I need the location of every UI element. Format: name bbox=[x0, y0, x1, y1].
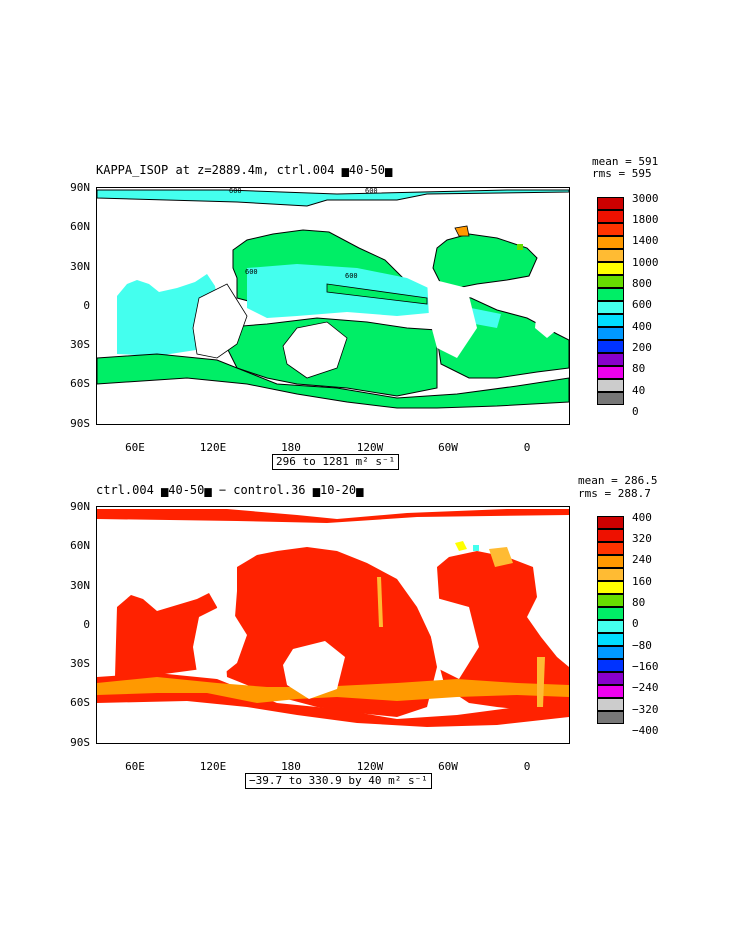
cbar2-box bbox=[597, 633, 624, 646]
cbar1-box bbox=[597, 210, 624, 223]
panel2-colorbar bbox=[597, 516, 624, 734]
cbar1-label: 1800 bbox=[632, 213, 659, 226]
p1-ylabel-90n: 90N bbox=[70, 181, 90, 194]
cbar1-box bbox=[597, 249, 624, 262]
cbar2-box bbox=[597, 542, 624, 555]
cbar1-label: 400 bbox=[632, 320, 652, 333]
cbar2-label: −240 bbox=[632, 681, 659, 694]
cbar1-label: 80 bbox=[632, 362, 646, 375]
panel2-rms: rms = 288.7 bbox=[578, 487, 651, 500]
p1-ylabel-30n: 30N bbox=[70, 260, 90, 273]
cbar1-box bbox=[597, 301, 624, 314]
panel1-mean: mean = 591 bbox=[592, 155, 659, 168]
p2-ylabel-eq: 0 bbox=[83, 618, 90, 631]
cbar2-label: 160 bbox=[632, 575, 652, 588]
p1-xlabel-0: 0 bbox=[523, 441, 531, 454]
cbar1-box bbox=[597, 223, 624, 236]
cbar1-box bbox=[597, 392, 624, 405]
p2-ylabel-60s: 60S bbox=[70, 696, 90, 709]
cbar1-box bbox=[597, 366, 624, 379]
cbar2-label: −400 bbox=[632, 724, 659, 737]
cbar2-label: 240 bbox=[632, 553, 652, 566]
p2-xlabel-180: 180 bbox=[281, 760, 301, 773]
cbar1-label: 200 bbox=[632, 341, 652, 354]
cbar2-label: −320 bbox=[632, 703, 659, 716]
cbar2-box bbox=[597, 685, 624, 698]
p1-ylabel-90s: 90S bbox=[70, 417, 90, 430]
cbar2-label: −160 bbox=[632, 660, 659, 673]
cbar1-box bbox=[597, 236, 624, 249]
p1-ylabel-eq: 0 bbox=[83, 299, 90, 312]
p1-xlabel-60w: 60W bbox=[438, 441, 458, 454]
cbar1-box bbox=[597, 327, 624, 340]
cbar2-label: −80 bbox=[632, 639, 652, 652]
cbar2-box bbox=[597, 594, 624, 607]
panel2-ocean-field bbox=[97, 509, 569, 727]
cbar1-label: 3000 bbox=[632, 192, 659, 205]
cbar2-box bbox=[597, 516, 624, 529]
panel1-rms: rms = 595 bbox=[592, 167, 652, 180]
cbar1-box bbox=[597, 262, 624, 275]
cbar1-box bbox=[597, 340, 624, 353]
p1-ylabel-30s: 30S bbox=[70, 338, 90, 351]
cbar1-box bbox=[597, 379, 624, 392]
cbar1-label: 1000 bbox=[632, 256, 659, 269]
p2-xlabel-60e: 60E bbox=[125, 760, 145, 773]
p1-xlabel-60e: 60E bbox=[125, 441, 145, 454]
p2-ylabel-60n: 60N bbox=[70, 539, 90, 552]
cbar1-label: 600 bbox=[632, 298, 652, 311]
contour-label: 600 bbox=[229, 188, 242, 195]
p2-ylabel-30n: 30N bbox=[70, 579, 90, 592]
cbar1-box bbox=[597, 275, 624, 288]
panel1-colorbar bbox=[597, 197, 624, 415]
cbar1-label: 800 bbox=[632, 277, 652, 290]
panel1-map: 600 600 600 600 bbox=[96, 187, 570, 425]
cbar2-box bbox=[597, 646, 624, 659]
p2-xlabel-120e: 120E bbox=[199, 760, 227, 773]
p1-ylabel-60n: 60N bbox=[70, 220, 90, 233]
p2-xlabel-120w: 120W bbox=[356, 760, 384, 773]
panel1-title: KAPPA_ISOP at z=2889.4m, ctrl.004 ▅40-50… bbox=[96, 163, 393, 177]
cbar2-box bbox=[597, 581, 624, 594]
contour-label: 600 bbox=[245, 268, 258, 276]
cbar2-label: 0 bbox=[632, 617, 639, 630]
cbar2-box bbox=[597, 698, 624, 711]
cbar2-box bbox=[597, 529, 624, 542]
p2-xlabel-0: 0 bbox=[523, 760, 531, 773]
contour-label: 600 bbox=[345, 272, 358, 280]
p2-ylabel-90n: 90N bbox=[70, 500, 90, 513]
cbar2-box bbox=[597, 620, 624, 633]
cbar2-box bbox=[597, 659, 624, 672]
p2-ylabel-30s: 30S bbox=[70, 657, 90, 670]
panel2-map bbox=[96, 506, 570, 744]
cbar1-box bbox=[597, 288, 624, 301]
cbar2-box bbox=[597, 555, 624, 568]
cbar2-box bbox=[597, 607, 624, 620]
p1-xlabel-120w: 120W bbox=[356, 441, 384, 454]
cbar1-box bbox=[597, 314, 624, 327]
p1-xlabel-180: 180 bbox=[281, 441, 301, 454]
cbar1-label: 0 bbox=[632, 405, 639, 418]
cbar2-box bbox=[597, 711, 624, 724]
contour-label: 600 bbox=[365, 188, 378, 195]
cbar1-box bbox=[597, 197, 624, 210]
panel1-range-box: 296 to 1281 m² s⁻¹ bbox=[272, 454, 400, 470]
panel2-range-box: −39.7 to 330.9 by 40 m² s⁻¹ bbox=[245, 773, 432, 789]
panel1-ocean-field: 600 600 600 600 bbox=[97, 188, 569, 409]
cbar1-box bbox=[597, 353, 624, 366]
panel2-title: ctrl.004 ▅40-50▅ − control.36 ▅10-20▅ bbox=[96, 483, 364, 497]
p1-ylabel-60s: 60S bbox=[70, 377, 90, 390]
cbar1-label: 1400 bbox=[632, 234, 659, 247]
p2-xlabel-60w: 60W bbox=[438, 760, 458, 773]
p2-ylabel-90s: 90S bbox=[70, 736, 90, 749]
cbar2-box bbox=[597, 568, 624, 581]
cbar1-label: 40 bbox=[632, 384, 646, 397]
cbar2-label: 320 bbox=[632, 532, 652, 545]
cbar2-box bbox=[597, 672, 624, 685]
cbar2-label: 80 bbox=[632, 596, 646, 609]
cbar2-label: 400 bbox=[632, 511, 652, 524]
p1-xlabel-120e: 120E bbox=[199, 441, 227, 454]
panel2-mean: mean = 286.5 bbox=[578, 474, 658, 487]
